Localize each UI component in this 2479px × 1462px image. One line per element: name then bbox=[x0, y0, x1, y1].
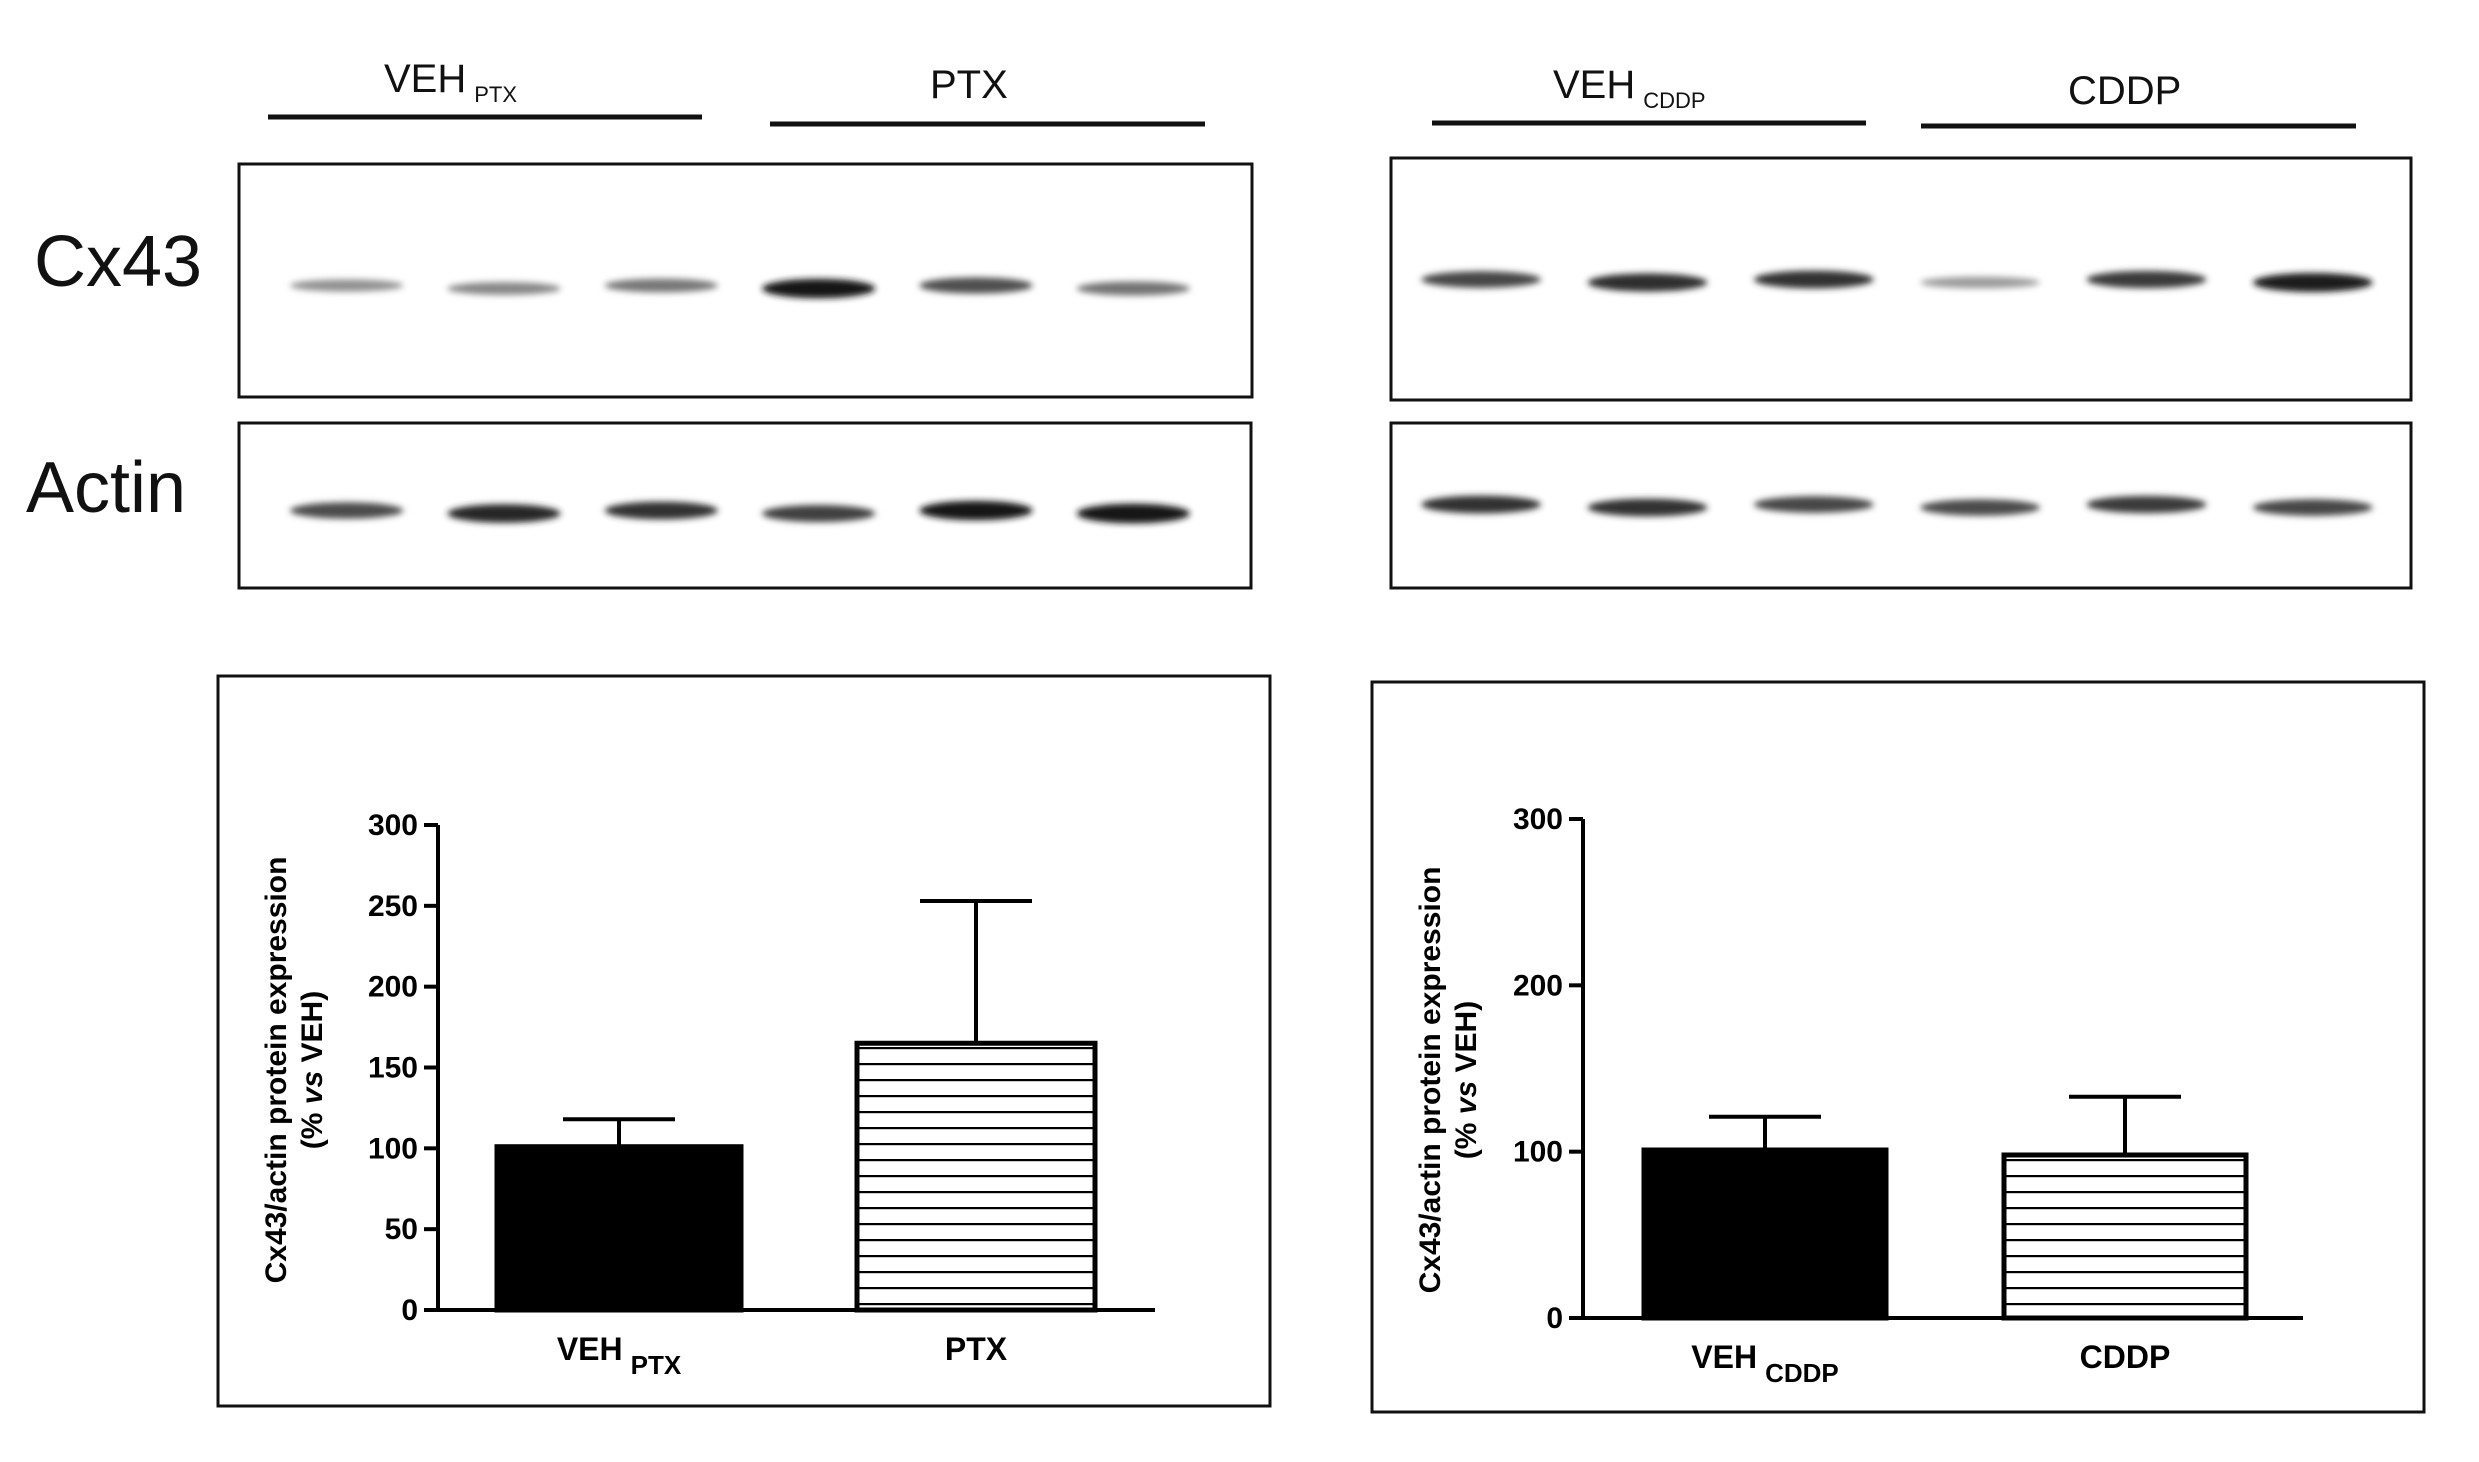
cx43-right-band-4 bbox=[1920, 276, 2041, 289]
group-label-sub: CDDP bbox=[1643, 88, 1705, 113]
cx43-right-band-6 bbox=[2252, 272, 2373, 293]
x-tick-label-main: VEH bbox=[1691, 1339, 1757, 1375]
actin-left-band-2 bbox=[447, 504, 561, 523]
actin-bands-left bbox=[290, 500, 1190, 524]
x-tick-label-main: CDDP bbox=[2080, 1339, 2171, 1375]
y-axis-title-line2: (% bbox=[1450, 1114, 1483, 1159]
y-axis-title-line1: Cx43/actin protein expression bbox=[260, 857, 293, 1284]
cx43-membrane-left bbox=[237, 162, 1254, 399]
actin-right-band-5 bbox=[2086, 495, 2207, 514]
group-label-main: VEH bbox=[384, 57, 466, 101]
x-tick-label-sub: PTX bbox=[631, 1350, 682, 1380]
actin-right-band-3 bbox=[1753, 496, 1874, 513]
actin-membrane-right bbox=[1389, 421, 2413, 590]
group-label-ptx: PTX bbox=[930, 63, 1008, 107]
x-tick-label-main: VEH bbox=[557, 1331, 623, 1367]
y-tick-label: 300 bbox=[1513, 803, 1563, 836]
y-axis-title-line1: Cx43/actin protein expression bbox=[1414, 867, 1447, 1294]
y-axis-title: Cx43/actin protein expression (% vs VEH) bbox=[260, 857, 329, 1284]
y-tick-label: 300 bbox=[368, 809, 418, 842]
y-axis-title-suffix: VEH) bbox=[1450, 1001, 1483, 1081]
x-tick-label-sub: CDDP bbox=[1765, 1358, 1839, 1388]
actin-right-band-4 bbox=[1920, 499, 2041, 516]
cx43-left-band-5 bbox=[919, 277, 1033, 294]
cx43-left-band-2 bbox=[447, 282, 561, 295]
group-label-cddp: CDDP bbox=[2068, 69, 2181, 113]
actin-left-band-4 bbox=[762, 505, 876, 522]
x-tick-label-1: VEH PTX bbox=[557, 1331, 682, 1380]
blot-right: VEH CDDP CDDP bbox=[1389, 63, 2413, 590]
group-label-sub: PTX bbox=[474, 82, 517, 107]
actin-left-band-6 bbox=[1076, 503, 1190, 524]
actin-membrane-left bbox=[237, 421, 1253, 590]
x-tick-label-2: PTX bbox=[945, 1331, 1008, 1367]
x-tick-label-main: PTX bbox=[945, 1331, 1008, 1367]
cx43-left-band-6 bbox=[1076, 281, 1190, 296]
cx43-right-band-2 bbox=[1587, 273, 1708, 292]
y-tick-label: 200 bbox=[1513, 969, 1563, 1002]
actin-bands-right bbox=[1421, 495, 2373, 517]
blot-left: VEH PTX PTX bbox=[237, 57, 1254, 590]
bar-1 bbox=[1641, 1147, 1889, 1321]
y-tick-label: 100 bbox=[368, 1132, 418, 1165]
y-tick-label: 150 bbox=[368, 1052, 418, 1085]
actin-left-band-5 bbox=[919, 500, 1033, 521]
y-axis-title-suffix: VEH) bbox=[296, 991, 329, 1071]
y-axis-title-italic: vs bbox=[296, 1071, 329, 1104]
group-label-main: VEH bbox=[1553, 63, 1635, 107]
actin-right-band-2 bbox=[1587, 498, 1708, 517]
y-axis-title-line2: (% bbox=[296, 1104, 329, 1149]
y-tick-label: 50 bbox=[385, 1213, 418, 1246]
actin-right-band-1 bbox=[1421, 495, 1542, 514]
cx43-right-band-3 bbox=[1753, 270, 1874, 289]
actin-left-band-1 bbox=[290, 502, 404, 519]
cx43-membrane-right bbox=[1389, 156, 2413, 402]
cx43-right-band-5 bbox=[2086, 270, 2207, 289]
cx43-left-band-4 bbox=[762, 278, 876, 299]
chart-frame-left bbox=[216, 674, 1272, 1408]
actin-left-band-3 bbox=[604, 501, 718, 520]
cx43-right-band-1 bbox=[1421, 271, 1542, 288]
y-tick-label: 100 bbox=[1513, 1136, 1563, 1169]
chart-right: 0 100 200 300 VEH CDDP CDDP Cx43/actin protein … bbox=[1414, 803, 2303, 1388]
bar-1 bbox=[494, 1144, 744, 1313]
cx43-bands-left bbox=[290, 277, 1190, 299]
x-tick-label-1: VEH CDDP bbox=[1691, 1339, 1838, 1388]
chart-frame-right bbox=[1370, 680, 2426, 1414]
bar-2 bbox=[854, 1040, 1098, 1313]
y-tick-label: 200 bbox=[368, 971, 418, 1004]
cx43-bands-right bbox=[1421, 270, 2373, 293]
y-axis-title-italic: vs bbox=[1450, 1081, 1483, 1114]
actin-right-band-6 bbox=[2252, 499, 2373, 516]
y-axis-title: Cx43/actin protein expression (% vs VEH) bbox=[1414, 867, 1483, 1294]
y-tick-label: 250 bbox=[368, 890, 418, 923]
cx43-left-band-3 bbox=[604, 278, 718, 293]
chart-left: 0 50 100 150 200 250 300 VEH PTX PTX Cx43/actin pr… bbox=[260, 809, 1155, 1380]
bar-2 bbox=[2001, 1152, 2249, 1321]
y-tick-label: 0 bbox=[401, 1294, 418, 1327]
cx43-left-band-1 bbox=[290, 279, 404, 292]
y-tick-label: 0 bbox=[1546, 1302, 1563, 1335]
group-label-veh-ptx: VEH PTX bbox=[384, 57, 517, 107]
actin-row-label: Actin bbox=[26, 448, 186, 528]
x-tick-label-2: CDDP bbox=[2080, 1339, 2171, 1375]
cx43-row-label: Cx43 bbox=[34, 222, 202, 302]
